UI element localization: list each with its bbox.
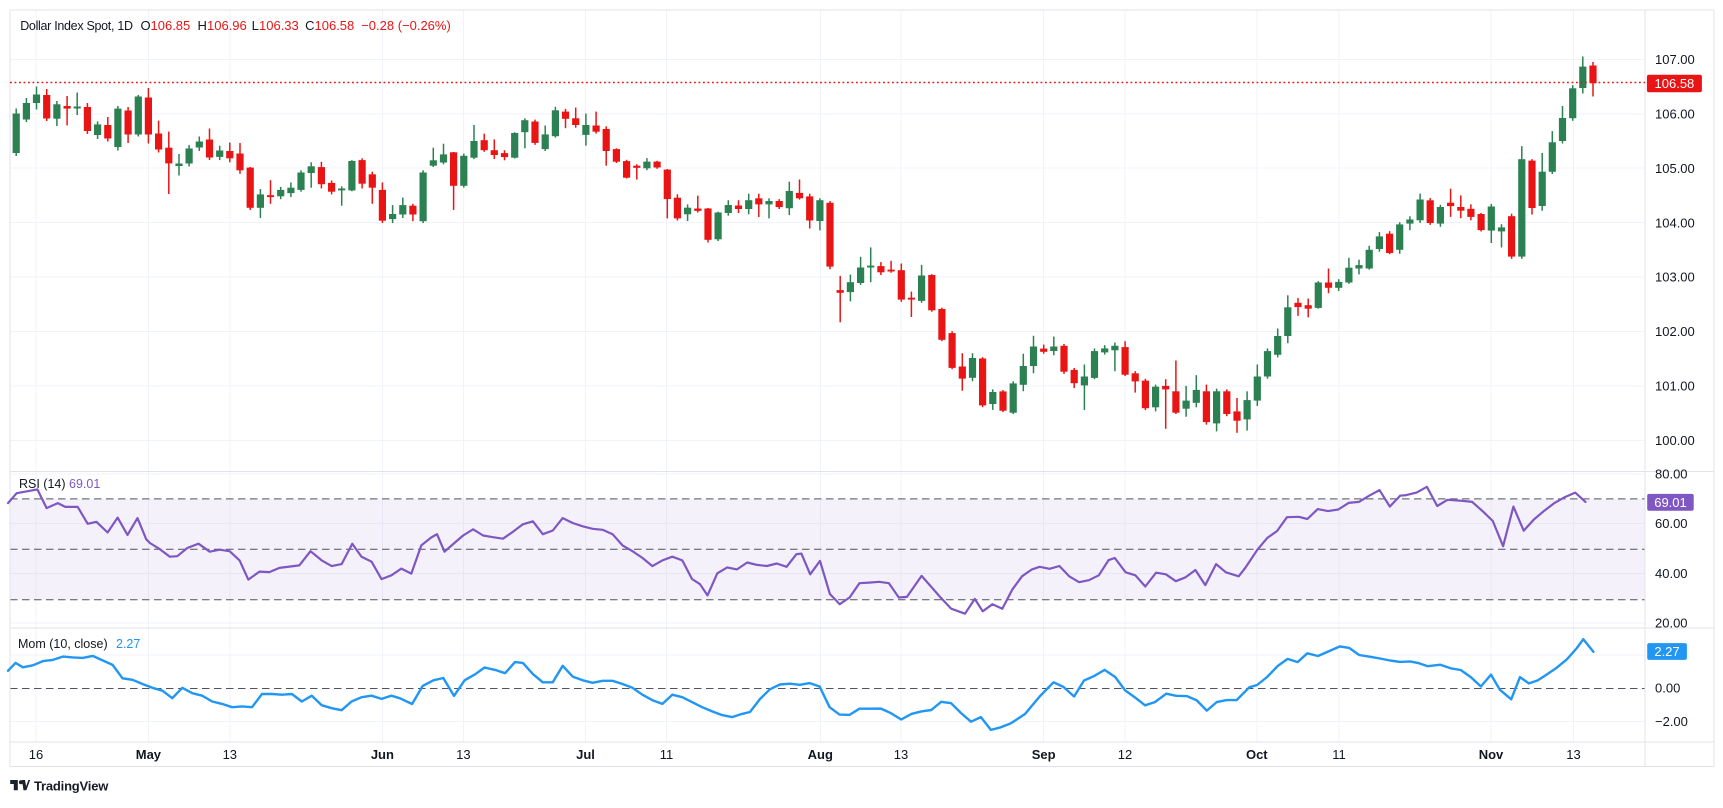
svg-text:Jul: Jul [576,747,595,762]
svg-text:Sep: Sep [1032,747,1056,762]
svg-text:69.01: 69.01 [1654,495,1687,510]
svg-text:105.00: 105.00 [1655,161,1695,176]
svg-text:Mom (10, close): Mom (10, close) [18,637,108,651]
svg-text:−2.00: −2.00 [1655,714,1688,729]
svg-text:C: C [305,18,314,33]
svg-text:106.00: 106.00 [1655,106,1695,121]
svg-text:60.00: 60.00 [1655,516,1688,531]
svg-text:Aug: Aug [808,747,833,762]
svg-text:O: O [141,18,151,33]
svg-text:TradingView: TradingView [34,778,109,793]
svg-text:106.58: 106.58 [1655,76,1695,91]
svg-text:80.00: 80.00 [1655,467,1688,482]
svg-text:May: May [136,747,162,762]
svg-text:69.01: 69.01 [69,477,100,491]
svg-text:0.00: 0.00 [1655,680,1680,695]
svg-text:106.96: 106.96 [207,18,247,33]
svg-text:106.33: 106.33 [259,18,299,33]
svg-text:107.00: 107.00 [1655,52,1695,67]
svg-text:20.00: 20.00 [1655,616,1688,631]
svg-text:103.00: 103.00 [1655,270,1695,285]
svg-text:11: 11 [660,747,674,762]
svg-text:2.27: 2.27 [1654,644,1679,659]
svg-text:13: 13 [1566,747,1580,762]
svg-text:106.58: 106.58 [315,18,355,33]
svg-text:−0.28 (−0.26%): −0.28 (−0.26%) [361,18,451,33]
svg-text:13: 13 [223,747,237,762]
svg-text:102.00: 102.00 [1655,324,1695,339]
svg-text:RSI (14): RSI (14) [19,477,66,491]
svg-text:Nov: Nov [1479,747,1504,762]
svg-text:104.00: 104.00 [1655,215,1695,230]
svg-text:16: 16 [29,747,43,762]
svg-text:106.85: 106.85 [151,18,191,33]
svg-text:H: H [198,18,207,33]
svg-text:2.27: 2.27 [116,637,140,651]
svg-text:11: 11 [1332,747,1346,762]
svg-text:12: 12 [1118,747,1132,762]
svg-text:40.00: 40.00 [1655,566,1688,581]
svg-text:Dollar Index Spot, 1D: Dollar Index Spot, 1D [20,19,133,33]
svg-text:13: 13 [894,747,908,762]
svg-text:Oct: Oct [1246,747,1268,762]
svg-text:101.00: 101.00 [1655,379,1695,394]
svg-text:13: 13 [456,747,470,762]
svg-text:L: L [252,18,259,33]
svg-text:100.00: 100.00 [1655,433,1695,448]
svg-text:Jun: Jun [371,747,394,762]
